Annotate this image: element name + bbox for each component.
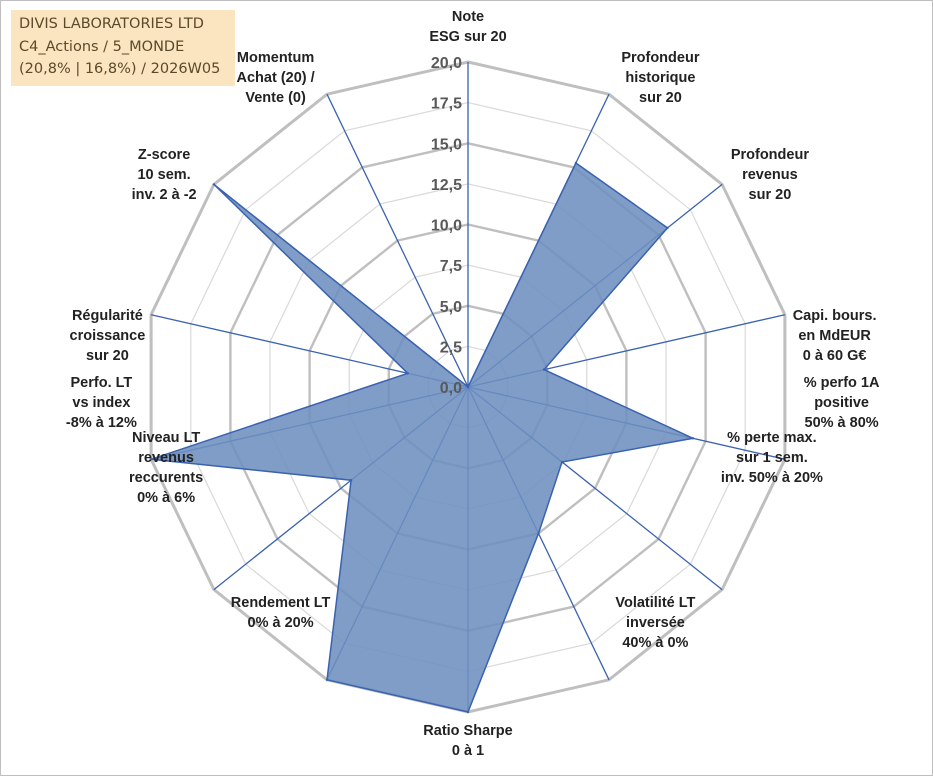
tick-label: 15,0 [431,136,462,153]
series-point [212,183,216,186]
axis-label-line: -8% à 12% [66,415,137,431]
axis-label-line: 10 sem. [137,167,190,183]
axis-label-line: 0 à 1 [452,743,484,759]
axis-label-line: vs index [72,395,130,411]
tick-label: 0,0 [440,380,462,397]
series-point [691,437,695,440]
axis-label: Profondeur revenus sur 20 [731,147,809,203]
axis-label-line: inversée [626,615,685,631]
axis-label-line: historique [625,70,695,86]
series-point [574,161,578,165]
axis-label-line: Niveau LT [132,430,200,446]
axis-label-line: sur 20 [639,90,682,106]
axis-label-line: 0 à 60 G€ [803,348,867,364]
axis-label-line: sur 20 [749,187,792,203]
axis-label-line: reccurents [129,470,203,486]
axis-label-line: 50% à 80% [805,415,879,431]
axis-label-line: positive [814,395,869,411]
series-point [560,460,564,464]
axis-label: Z-score 10 sem. inv. 2 à -2 [132,147,197,203]
series-point [325,678,329,681]
series-point [466,385,470,389]
tick-label: 10,0 [431,218,462,235]
axis-spoke [326,93,469,388]
axis-label-line: Profondeur [731,147,809,163]
tick-label: 20,0 [431,55,462,72]
axis-label-line: croissance [70,328,146,344]
axis-label: Rendement LT 0% à 20% [231,595,331,631]
series-area [150,161,696,713]
title-line-category: C4_Actions / 5_MONDE [19,38,185,55]
axis-label-line: Volatilité LT [615,595,695,611]
axis-label-line: 0% à 20% [248,615,314,631]
axis-label-line: Perfo. LT [71,375,133,391]
axis-label: Capi. bours. en MdEUR 0 à 60 G€ [793,308,877,364]
series-point [542,368,546,371]
axis-label-line: 0% à 6% [137,490,195,506]
axis-label-line: 40% à 0% [622,635,688,651]
axis-label-line: revenus [138,450,194,466]
chart-title-box: DIVIS LABORATORIES LTD C4_Actions / 5_MO… [11,10,235,86]
axis-label: % perfo 1A positive 50% à 80% [804,375,880,431]
axis-label-line: Momentum [237,50,314,66]
axis-label: Profondeur historique sur 20 [621,50,699,106]
axis-label-line: Capi. bours. [793,308,877,324]
radar-tick-labels: 0,0 2,5 5,0 7,5 10,0 12,5 15,0 17,5 20,0 [431,55,462,397]
tick-label: 7,5 [440,258,462,275]
axis-label-line: Ratio Sharpe [423,723,512,739]
axis-label: Niveau LT revenus reccurents 0% à 6% [129,430,203,506]
title-line-stats: (20,8% | 16,8%) / 2026W05 [19,61,221,77]
title-line-company: DIVIS LABORATORIES LTD [19,16,204,32]
axis-label-line: en MdEUR [798,328,871,344]
tick-label: 17,5 [431,96,462,113]
series-point [666,226,669,230]
axis-label-line: sur 1 sem. [736,450,808,466]
axis-label: Note ESG sur 20 [429,9,506,45]
axis-label-line: Profondeur [621,50,699,66]
axis-label-line: Vente (0) [245,90,306,106]
tick-label: 12,5 [431,177,462,194]
radar-series [149,161,696,714]
series-point [149,458,153,461]
axis-label-line: % perte max. [727,430,816,446]
axis-label-line: Régularité [72,308,143,324]
axis-label-line: Z-score [138,147,190,163]
axis-label-line: inv. 50% à 20% [721,470,823,486]
axis-label: % perte max. sur 1 sem. inv. 50% à 20% [721,430,823,486]
axis-label: Momentum Achat (20) / Vente (0) [237,50,315,106]
axis-label: Perfo. LT vs index -8% à 12% [66,375,137,431]
axis-label-line: Achat (20) / [237,70,315,86]
axis-label-line: ESG sur 20 [429,29,506,45]
series-point [349,479,353,482]
axis-label-line: inv. 2 à -2 [132,187,197,203]
axis-label-line: % perfo 1A [804,375,880,391]
series-point [537,532,540,535]
series-point [406,372,409,375]
tick-label: 2,5 [440,339,462,356]
axis-label: Régularité croissance sur 20 [70,308,146,364]
axis-label-line: sur 20 [86,348,129,364]
axis-label: Volatilité LT inversée 40% à 0% [615,595,695,651]
radar-axis-labels: Note ESG sur 20 Profondeur historique sur 20… [66,9,880,759]
axis-label-line: revenus [742,167,798,183]
axis-label: Ratio Sharpe 0 à 1 [423,723,512,759]
series-point [466,710,470,714]
axis-label-line: Note [452,9,484,25]
tick-label: 5,0 [440,299,462,316]
axis-label-line: Rendement LT [231,595,331,611]
